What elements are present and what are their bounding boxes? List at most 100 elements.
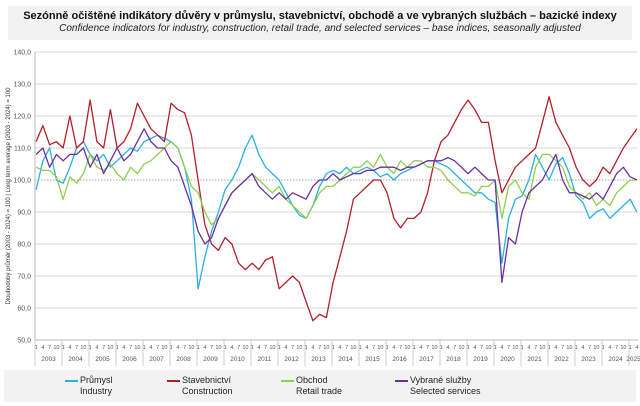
month-tick-label: 7 [615,345,618,351]
y-tick-label: 50,0 [17,338,31,345]
year-label: 2004 [68,356,83,363]
year-label: 2015 [365,356,380,363]
y-axis-title: Dlouhodobý průměr (2003 - 2024) = 100 | … [5,87,12,305]
month-tick-label: 1 [35,345,38,351]
month-tick-label: 7 [588,345,591,351]
month-tick-label: 4 [149,345,152,351]
year-label: 2021 [527,356,542,363]
month-tick-label: 10 [512,345,518,351]
legend-swatch [65,380,78,382]
month-tick-label: 4 [527,345,530,351]
legend-item-industry: Průmysl Industry [65,375,113,397]
year-label: 2014 [338,356,353,363]
legend-label: Obchod [296,375,328,385]
month-tick-label: 10 [539,345,545,351]
month-tick-label: 1 [467,345,470,351]
year-label: 2022 [554,356,569,363]
y-tick-label: 140,0 [13,50,31,57]
series-line-selected-services [35,128,638,284]
legend-label-en: Retail trade [296,386,343,396]
legend-swatch [167,380,180,382]
month-tick-label: 10 [242,345,248,351]
year-label: 2013 [311,356,326,363]
month-tick-label: 1 [305,345,308,351]
month-tick-label: 7 [75,345,78,351]
legend-swatch [395,380,408,382]
month-tick-label: 10 [134,345,140,351]
legend-item-services: Vybrané služby Selected services [395,375,481,397]
month-tick-label: 1 [197,345,200,351]
y-tick-label: 60,0 [17,306,31,313]
year-label: 2016 [392,356,407,363]
month-tick-label: 7 [264,345,267,351]
legend-swatch [281,380,294,382]
legend-label: Stavebnictví [182,375,232,385]
month-tick-label: 10 [458,345,464,351]
title-box: Sezónně očištěné indikátory důvěry v prů… [8,6,632,40]
month-tick-label: 4 [473,345,476,351]
month-tick-label: 7 [183,345,186,351]
month-tick-label: 7 [453,345,456,351]
month-tick-label: 1 [386,345,389,351]
month-tick-label: 10 [431,345,437,351]
legend-label-en: Construction [182,386,233,396]
month-tick-label: 1 [359,345,362,351]
year-label: 2009 [203,356,218,363]
legend-label-en: Industry [80,386,113,396]
month-tick-label: 7 [102,345,105,351]
month-tick-label: 10 [80,345,86,351]
series-line-industry [35,134,638,290]
month-tick-label: 10 [620,345,626,351]
month-tick-label: 4 [338,345,341,351]
year-label: 2024 [608,356,623,363]
year-label: 2020 [500,356,515,363]
month-tick-label: 4 [122,345,125,351]
year-label: 2005 [95,356,110,363]
y-tick-label: 130,0 [13,82,31,89]
month-tick-label: 1 [62,345,65,351]
month-tick-label: 4 [257,345,260,351]
month-tick-label: 7 [507,345,510,351]
month-tick-label: 1 [548,345,551,351]
month-tick-label: 10 [107,345,113,351]
legend: Průmysl Industry Stavebnictví Constructi… [4,370,636,402]
month-tick-label: 4 [311,345,314,351]
year-label: 2017 [419,356,434,363]
month-tick-label: 4 [581,345,584,351]
month-tick-label: 4 [68,345,71,351]
month-tick-label: 1 [602,345,605,351]
month-tick-label: 7 [399,345,402,351]
month-tick-label: 4 [95,345,98,351]
year-label: 2007 [149,356,164,363]
month-tick-label: 4 [500,345,503,351]
month-tick-label: 10 [377,345,383,351]
y-tick-label: 110,0 [14,146,31,153]
year-label: 2010 [230,356,245,363]
legend-label: Vybrané služby [410,375,472,385]
month-tick-label: 4 [635,345,638,351]
legend-label-en: Selected services [410,386,481,396]
month-tick-label: 1 [413,345,416,351]
month-tick-label: 4 [554,345,557,351]
y-tick-label: 100,0 [13,178,31,185]
month-tick-label: 7 [561,345,564,351]
month-tick-label: 4 [608,345,611,351]
month-tick-label: 10 [404,345,410,351]
month-tick-label: 7 [129,345,132,351]
month-tick-label: 1 [440,345,443,351]
month-tick-label: 10 [593,345,599,351]
month-tick-label: 10 [296,345,302,351]
y-tick-label: 120,0 [13,114,31,121]
month-tick-label: 10 [350,345,356,351]
month-tick-label: 7 [210,345,213,351]
month-tick-label: 1 [494,345,497,351]
month-tick-label: 1 [332,345,335,351]
month-tick-label: 7 [291,345,294,351]
month-tick-label: 7 [372,345,375,351]
month-tick-label: 4 [446,345,449,351]
month-tick-label: 10 [323,345,329,351]
legend-item-construction: Stavebnictví Construction [167,375,233,397]
month-tick-label: 10 [566,345,572,351]
